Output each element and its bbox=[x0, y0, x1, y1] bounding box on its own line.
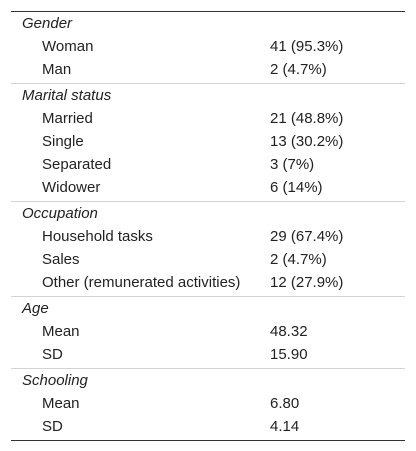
table-row: SD 15.90 bbox=[11, 343, 405, 366]
row-value: 4.14 bbox=[270, 418, 300, 435]
row-value: 48.32 bbox=[270, 323, 308, 340]
row-label: Separated bbox=[42, 156, 112, 173]
row-label: Sales bbox=[42, 251, 80, 268]
section-heading: Gender bbox=[22, 15, 73, 32]
row-value: 41 (95.3%) bbox=[270, 38, 344, 55]
row-value: 13 (30.2%) bbox=[270, 133, 344, 150]
row-label: Single bbox=[42, 133, 84, 150]
table-row: Mean 6.80 bbox=[11, 392, 405, 415]
row-label: Other (remunerated activities) bbox=[42, 274, 241, 291]
row-value: 6 (14%) bbox=[270, 179, 323, 196]
table-row: Married 21 (48.8%) bbox=[11, 107, 405, 130]
section-heading: Marital status bbox=[22, 87, 112, 104]
table-row: Mean 48.32 bbox=[11, 320, 405, 343]
section-gender: Gender Woman 41 (95.3%) Man 2 (4.7%) bbox=[11, 12, 405, 84]
section-heading: Occupation bbox=[22, 205, 98, 222]
row-value: 3 (7%) bbox=[270, 156, 315, 173]
section-occupation: Occupation Household tasks 29 (67.4%) Sa… bbox=[11, 202, 405, 297]
row-value: 2 (4.7%) bbox=[270, 251, 327, 268]
section-age: Age Mean 48.32 SD 15.90 bbox=[11, 297, 405, 369]
row-value: 15.90 bbox=[270, 346, 308, 363]
demographics-table: Gender Woman 41 (95.3%) Man 2 (4.7%) Mar… bbox=[11, 11, 405, 441]
row-label: SD bbox=[42, 418, 63, 435]
table-row: Woman 41 (95.3%) bbox=[11, 35, 405, 58]
table-row: Widower 6 (14%) bbox=[11, 176, 405, 199]
row-label: Mean bbox=[42, 323, 80, 340]
row-label: Woman bbox=[42, 38, 94, 55]
section-marital-status: Marital status Married 21 (48.8%) Single… bbox=[11, 84, 405, 202]
table-row: Separated 3 (7%) bbox=[11, 153, 405, 176]
section-heading: Schooling bbox=[22, 372, 88, 389]
row-label: SD bbox=[42, 346, 63, 363]
table-row: Sales 2 (4.7%) bbox=[11, 248, 405, 271]
table-row: Man 2 (4.7%) bbox=[11, 58, 405, 81]
row-label: Mean bbox=[42, 395, 80, 412]
section-schooling: Schooling Mean 6.80 SD 4.14 bbox=[11, 369, 405, 440]
table-row: SD 4.14 bbox=[11, 415, 405, 438]
row-value: 6.80 bbox=[270, 395, 300, 412]
row-label: Married bbox=[42, 110, 93, 127]
row-label: Widower bbox=[42, 179, 101, 196]
row-value: 2 (4.7%) bbox=[270, 61, 327, 78]
row-value: 21 (48.8%) bbox=[270, 110, 344, 127]
table-row: Household tasks 29 (67.4%) bbox=[11, 225, 405, 248]
row-value: 29 (67.4%) bbox=[270, 228, 344, 245]
row-value: 12 (27.9%) bbox=[270, 274, 344, 291]
section-heading: Age bbox=[22, 300, 49, 317]
table-row: Single 13 (30.2%) bbox=[11, 130, 405, 153]
table-row: Other (remunerated activities) 12 (27.9%… bbox=[11, 271, 405, 294]
row-label: Man bbox=[42, 61, 72, 78]
row-label: Household tasks bbox=[42, 228, 153, 245]
